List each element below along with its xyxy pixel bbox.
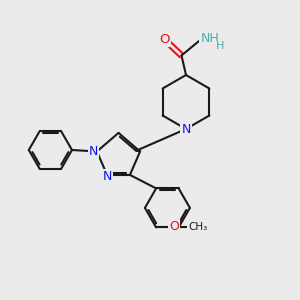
Text: CH₃: CH₃ <box>188 222 208 233</box>
Text: N: N <box>88 145 98 158</box>
Text: H: H <box>215 41 224 52</box>
Text: O: O <box>160 33 170 46</box>
Text: NH: NH <box>200 32 219 45</box>
Text: N: N <box>102 170 112 183</box>
Text: O: O <box>169 220 179 233</box>
Text: N: N <box>181 122 191 136</box>
